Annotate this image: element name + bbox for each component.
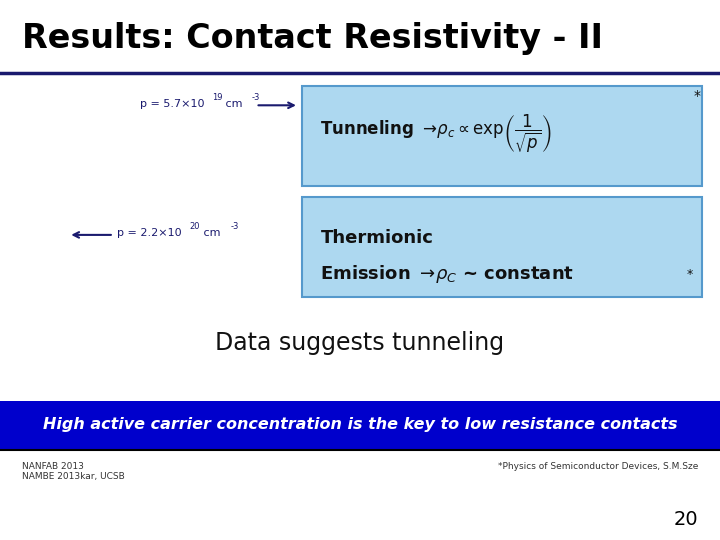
Text: Data suggests tunneling: Data suggests tunneling	[215, 331, 505, 355]
Text: Thermionic: Thermionic	[320, 228, 433, 247]
Text: Results: Contact Resistivity - II: Results: Contact Resistivity - II	[22, 22, 603, 55]
Text: -3: -3	[251, 93, 260, 102]
Text: Emission $\rightarrow\!\rho_C$ ~ constant: Emission $\rightarrow\!\rho_C$ ~ constan…	[320, 264, 575, 285]
Text: 19: 19	[212, 93, 222, 102]
Text: High active carrier concentration is the key to low resistance contacts: High active carrier concentration is the…	[42, 417, 678, 433]
Text: 20: 20	[189, 222, 200, 231]
Text: p = 2.2×10: p = 2.2×10	[117, 228, 182, 238]
FancyBboxPatch shape	[0, 401, 720, 449]
Text: *: *	[693, 89, 701, 103]
Text: 20: 20	[674, 510, 698, 529]
Text: cm: cm	[222, 99, 242, 109]
Text: cm: cm	[200, 228, 220, 238]
Text: *: *	[687, 268, 693, 281]
FancyBboxPatch shape	[302, 197, 702, 297]
Text: p = 5.7×10: p = 5.7×10	[140, 99, 205, 109]
Text: -3: -3	[230, 222, 239, 231]
FancyBboxPatch shape	[302, 86, 702, 186]
Text: Tunneling $\rightarrow\!\rho_c \propto \exp\!\left(\dfrac{1}{\sqrt{p}}\right)$: Tunneling $\rightarrow\!\rho_c \propto \…	[320, 113, 552, 155]
Text: *Physics of Semiconductor Devices, S.M.Sze: *Physics of Semiconductor Devices, S.M.S…	[498, 462, 698, 471]
Text: NANFAB 2013
NAMBE 2013kar, UCSB: NANFAB 2013 NAMBE 2013kar, UCSB	[22, 462, 125, 481]
